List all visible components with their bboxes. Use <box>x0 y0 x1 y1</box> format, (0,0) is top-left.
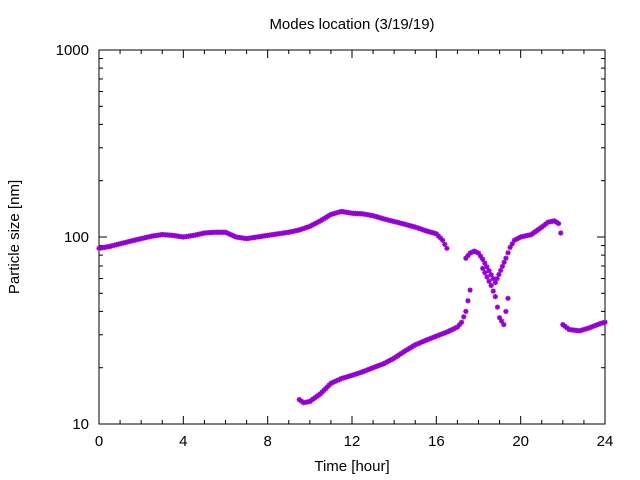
data-point <box>503 255 509 261</box>
data-point <box>467 287 473 293</box>
x-tick-label: 0 <box>95 433 103 450</box>
x-tick-label: 4 <box>179 433 187 450</box>
data-point <box>488 282 494 289</box>
data-point <box>501 322 507 328</box>
data-point <box>442 241 448 247</box>
y-tick-label: 10 <box>72 416 89 433</box>
data-point <box>494 304 501 310</box>
data-point <box>484 264 490 270</box>
data-point <box>482 270 488 276</box>
data-point <box>484 274 490 280</box>
data-point <box>488 272 494 278</box>
x-tick-label: 12 <box>344 433 361 450</box>
data-point <box>480 265 486 271</box>
data-point <box>461 314 467 320</box>
data-points <box>96 208 608 406</box>
data-point <box>492 294 498 300</box>
y-axis-label: Particle size [nm] <box>6 180 23 294</box>
data-point <box>480 256 486 262</box>
data-point <box>465 298 471 304</box>
data-point <box>558 230 564 236</box>
data-point <box>499 263 505 269</box>
data-point <box>505 295 511 301</box>
data-point <box>496 271 502 278</box>
x-axis-label: Time [hour] <box>314 458 389 475</box>
x-tick-label: 16 <box>428 433 445 450</box>
data-point <box>486 278 492 284</box>
data-point <box>507 244 513 250</box>
data-point <box>496 315 503 321</box>
data-point <box>505 250 511 256</box>
data-point <box>556 220 562 227</box>
data-point <box>492 280 498 286</box>
chart-title: Modes location (3/19/19) <box>269 16 434 33</box>
data-point <box>490 288 496 294</box>
y-axis: 10 100 1000 <box>56 42 605 433</box>
data-point <box>482 260 488 266</box>
data-point <box>463 308 469 315</box>
data-point <box>486 268 492 274</box>
data-point <box>494 275 500 282</box>
data-point <box>602 319 608 325</box>
data-point <box>499 318 505 324</box>
x-tick-label: 24 <box>597 433 614 450</box>
data-point <box>498 267 504 274</box>
y-tick-label: 1000 <box>56 42 89 59</box>
data-point <box>509 241 515 247</box>
y-tick-label: 100 <box>64 229 89 246</box>
data-point <box>444 245 450 251</box>
data-point <box>459 319 465 325</box>
data-point <box>440 237 446 243</box>
data-point <box>503 308 509 315</box>
x-tick-label: 20 <box>512 433 529 450</box>
data-point <box>501 259 507 265</box>
x-axis: 0 4 8 12 16 20 24 <box>95 50 614 450</box>
x-tick-label: 8 <box>263 433 271 450</box>
